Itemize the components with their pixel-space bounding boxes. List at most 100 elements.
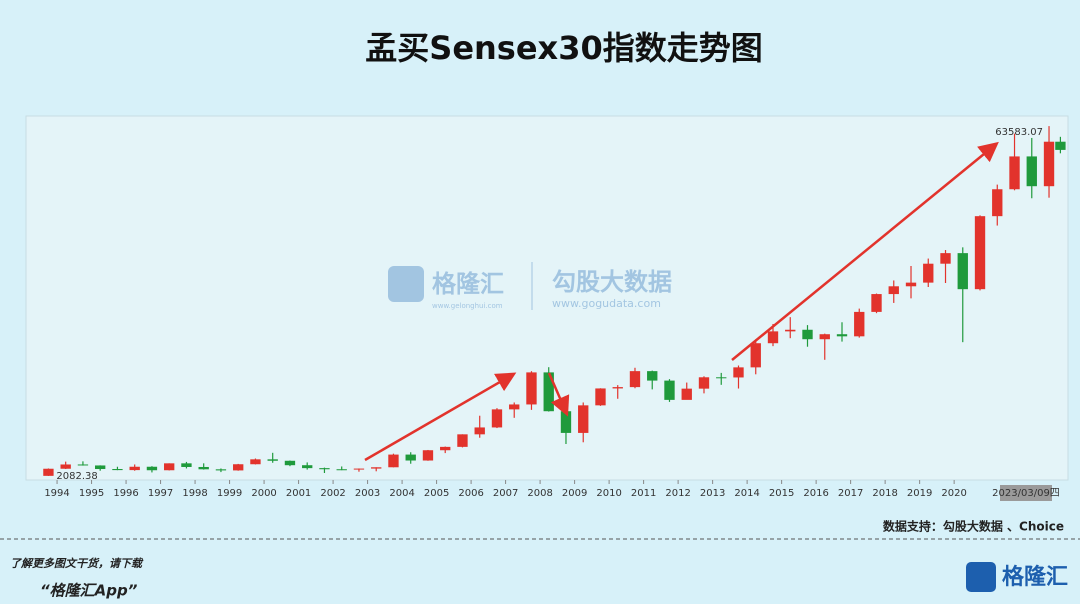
candle-body (112, 469, 123, 471)
chart-title: 孟买Sensex30指数走势图 (365, 29, 762, 67)
candle-body (578, 405, 589, 433)
x-tick-label: 2013 (700, 488, 725, 499)
max-label: 63583.07 (995, 127, 1043, 138)
candle-body (854, 311, 865, 337)
candle-body (940, 253, 951, 264)
candle-body (1055, 141, 1066, 150)
candle-body (284, 460, 296, 466)
min-label: 2082.38 (56, 471, 97, 482)
candle-body (336, 469, 347, 471)
candle-body (629, 371, 641, 388)
candle-body (957, 253, 968, 290)
candle-body (992, 189, 1003, 217)
x-tick-label: 2008 (527, 488, 552, 499)
candle-body (785, 329, 796, 332)
candle-body (388, 454, 399, 468)
footer-logo: 格隆汇 (1002, 564, 1068, 590)
watermark-brand-url: www.gelonghui.com (432, 302, 503, 310)
candle-body (1026, 156, 1037, 187)
plot-area (25, 115, 1069, 481)
candle-body (491, 409, 503, 428)
footer-logo-icon (966, 562, 996, 592)
candle-body (595, 388, 606, 406)
candle-body (819, 334, 830, 340)
watermark: 格隆汇 www.gelonghui.com 勾股大数据 www.gogudata… (388, 262, 672, 310)
x-tick-label: 1997 (148, 488, 173, 499)
x-tick-label: 2010 (596, 488, 621, 499)
candle-body (77, 464, 89, 466)
candle-body (198, 466, 209, 470)
x-tick-label: 2007 (493, 488, 518, 499)
x-tick-label: 2009 (562, 488, 587, 499)
candle-body (802, 329, 813, 340)
candle-body (1043, 141, 1055, 187)
cursor-label-bg (1000, 485, 1052, 501)
x-tick-label: 2017 (838, 488, 863, 499)
x-tick-label: 2011 (631, 488, 656, 499)
trend-arrows (364, 141, 999, 462)
candle-body (733, 367, 744, 378)
x-tick-label: 2000 (251, 488, 276, 499)
candle-body (60, 464, 71, 469)
x-tick-label: 2020 (941, 488, 966, 499)
candle-body (698, 377, 710, 389)
x-tick-label: 2004 (389, 488, 414, 499)
x-tick-label: 1998 (182, 488, 207, 499)
arrow (364, 372, 517, 462)
candle-body (319, 468, 330, 470)
candle-body (509, 404, 520, 410)
candle-body (181, 463, 192, 467)
candle-body (888, 286, 899, 295)
candle-body (405, 454, 416, 461)
x-tick-label: 2016 (803, 488, 828, 499)
candle-body (267, 459, 278, 461)
candle-body (560, 411, 572, 433)
x-tick-label: 2015 (769, 488, 794, 499)
candle-body (457, 434, 468, 447)
candle-body (923, 263, 934, 283)
candle-body (95, 465, 106, 470)
candle-body (146, 466, 158, 471)
candle-body (164, 463, 175, 471)
source: 数据支持：勾股大数据 、Choice (883, 519, 1064, 534)
candle-body (43, 468, 54, 476)
x-tick-label: 2012 (665, 488, 690, 499)
candle-body (526, 372, 537, 405)
x-tick-label: 2019 (907, 488, 932, 499)
candle-body (750, 343, 761, 368)
candle-body (543, 372, 554, 412)
candle-body (250, 459, 261, 465)
candle-body (353, 468, 365, 470)
candle-body (681, 388, 692, 400)
x-tick-label: 2003 (355, 488, 380, 499)
candle-body (905, 282, 917, 287)
x-tick-label: 2001 (286, 488, 311, 499)
candle-body (474, 427, 485, 435)
watermark-partner: 勾股大数据 (552, 268, 672, 296)
x-tick-label: 1995 (79, 488, 104, 499)
candle-body (215, 469, 227, 471)
candle-body (612, 387, 623, 389)
x-tick-label: 2005 (424, 488, 449, 499)
x-tick-label: 2018 (872, 488, 897, 499)
arrow (731, 141, 999, 361)
cursor-label: 2023/03/09四 (992, 488, 1060, 499)
candle-body (871, 294, 882, 312)
x-tick-label: 2002 (320, 488, 345, 499)
x-tick-label: 1999 (217, 488, 242, 499)
watermark-partner-url: www.gogudata.com (552, 297, 661, 310)
candle-body (440, 446, 451, 451)
footer-line2: “格隆汇App” (40, 582, 138, 600)
candle-body (129, 466, 140, 471)
watermark-brand: 格隆汇 (432, 270, 504, 298)
candle-body (716, 377, 727, 379)
x-tick-label: 1996 (113, 488, 138, 499)
candle-body (664, 380, 675, 400)
arrow (547, 372, 570, 417)
candle-body (1009, 156, 1020, 190)
candle-body (836, 334, 848, 337)
watermark-logo (388, 266, 424, 302)
candle-body (371, 467, 382, 469)
candle-body (422, 450, 434, 461)
